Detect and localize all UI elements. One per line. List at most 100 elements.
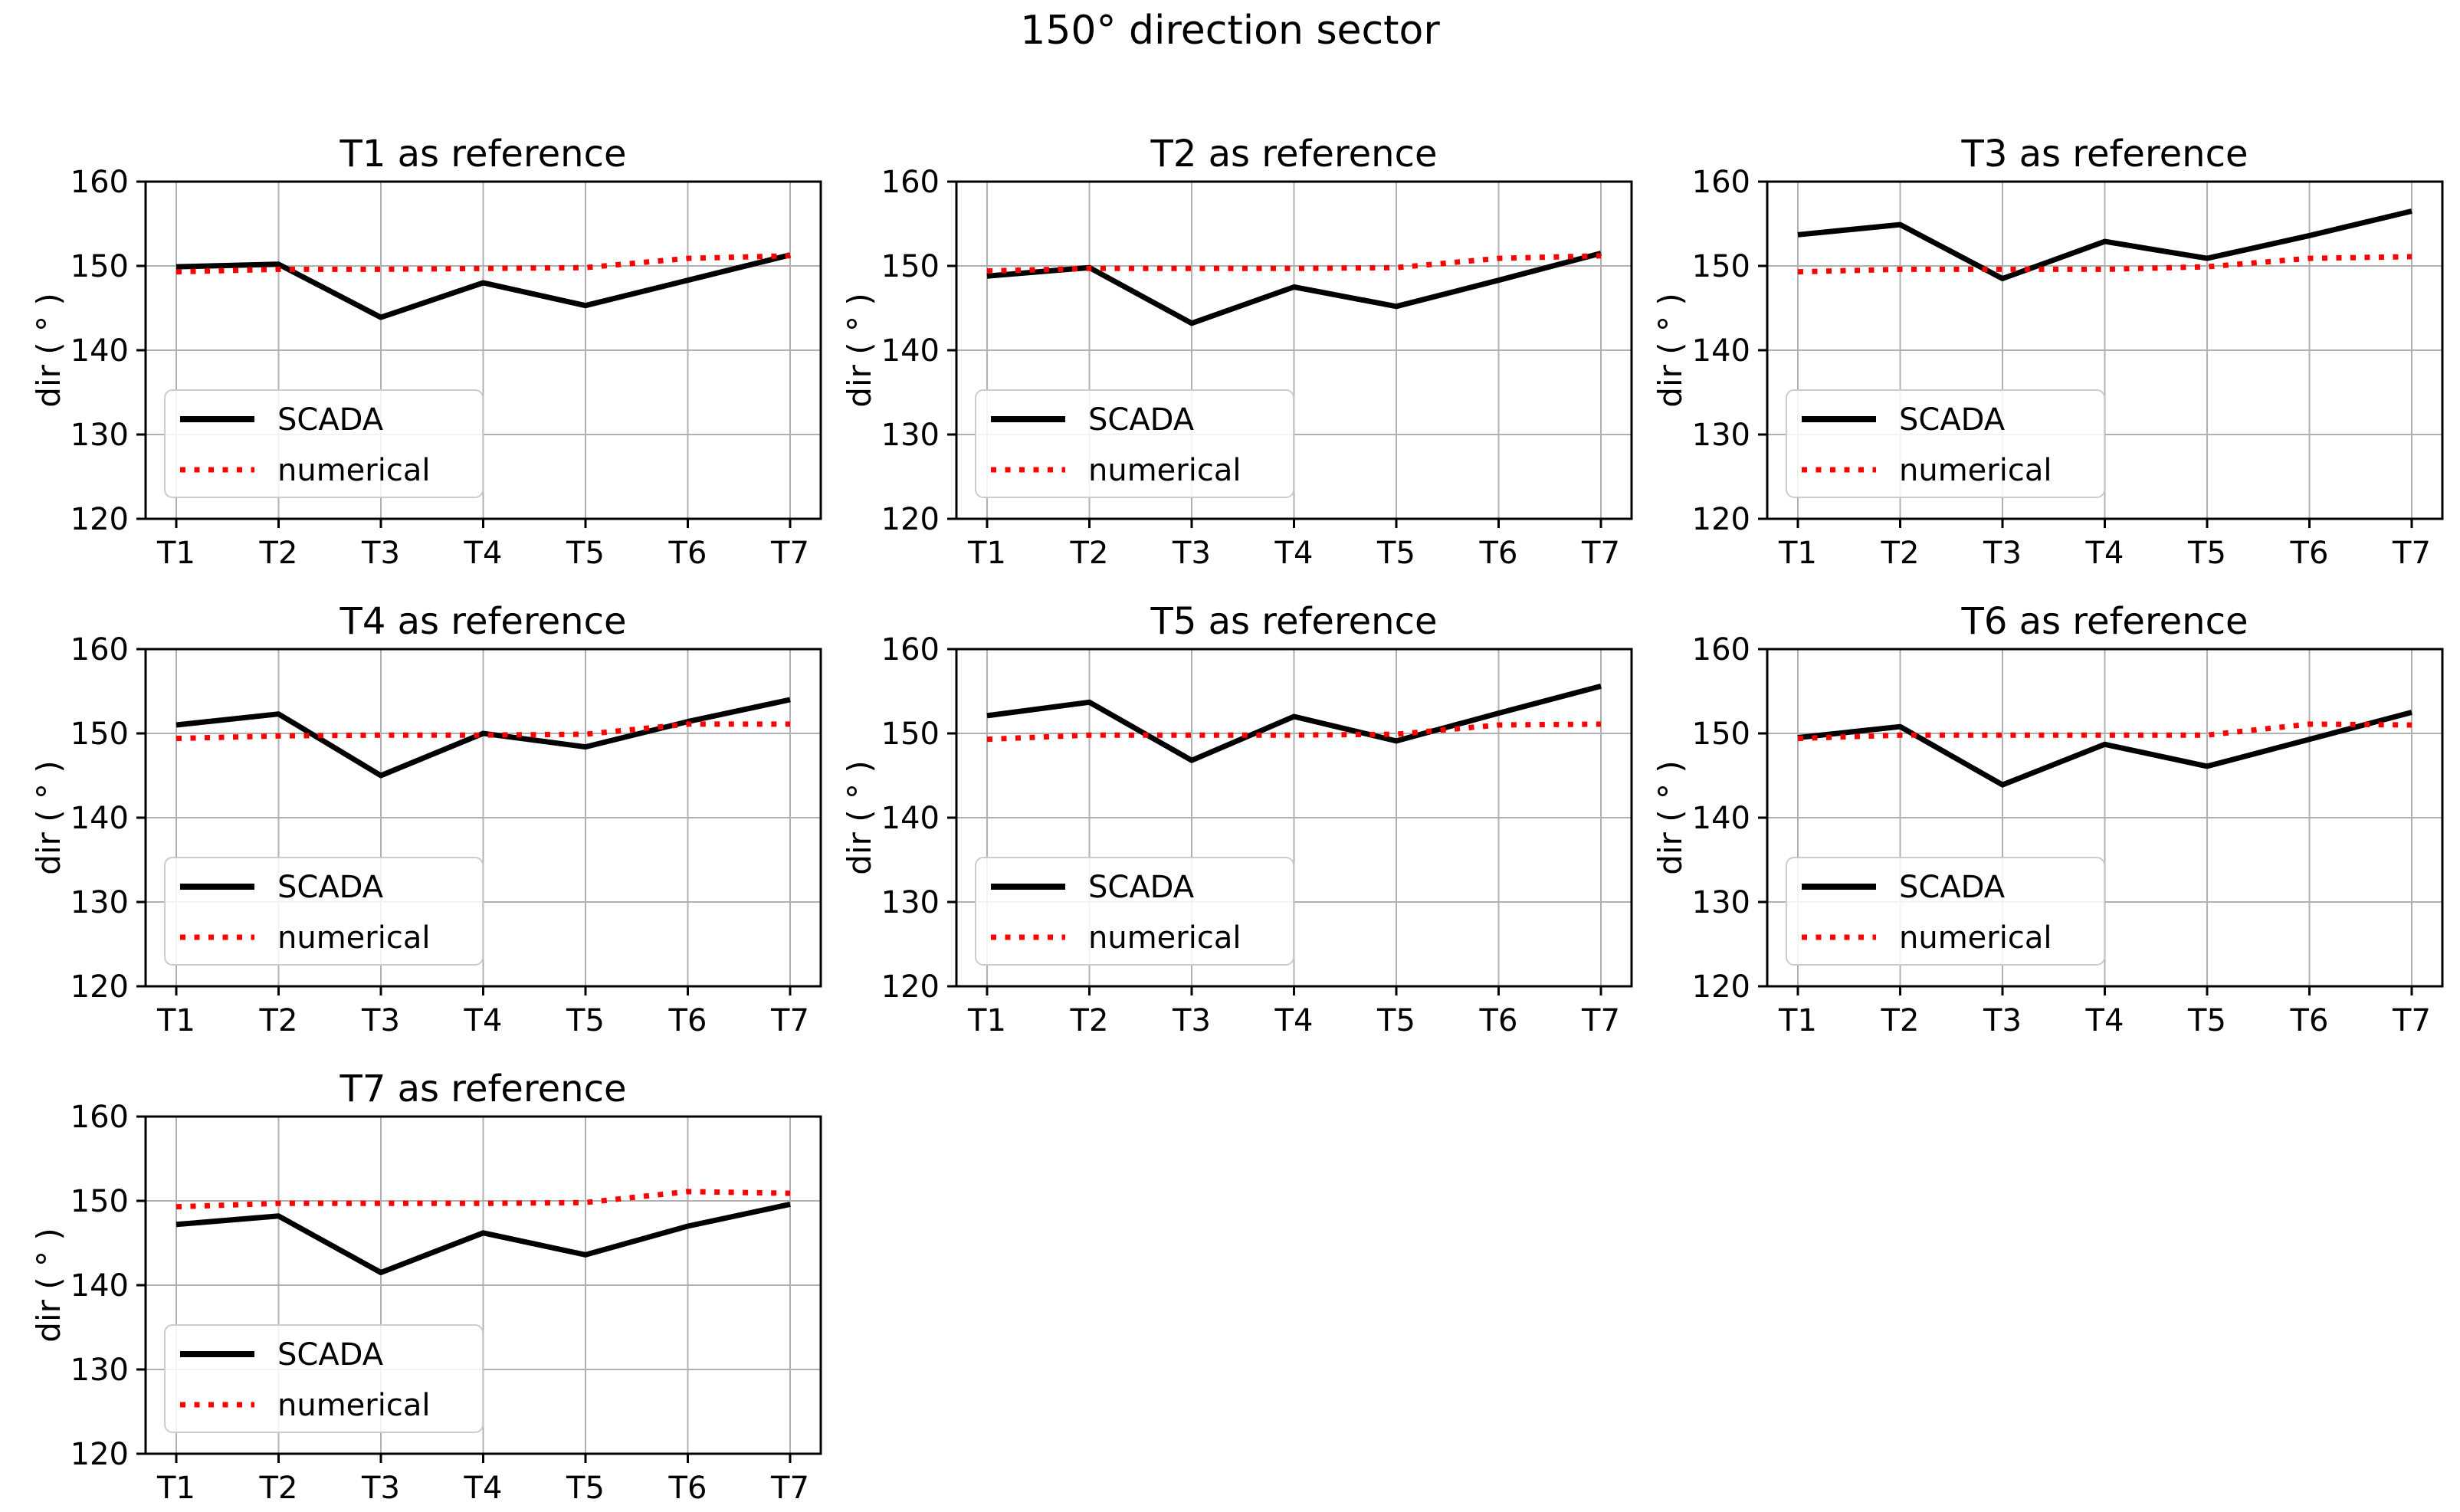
x-tick-label: T4	[464, 536, 503, 571]
subplot-t4-as-reference: 120 130 140 150 160 T1 T2 T3 T4 T5 T6 T7 T4 as refer…	[30, 600, 822, 1038]
y-tick-label: 150	[71, 1184, 129, 1219]
y-tick-label: 120	[71, 502, 129, 537]
x-tick-label: T5	[566, 1471, 605, 1506]
x-tick-label: T5	[566, 1003, 605, 1038]
y-tick-label: 140	[71, 333, 129, 369]
scada-line	[175, 1201, 791, 1275]
x-tick-label: T2	[259, 1003, 298, 1038]
y-tick-label: 140	[881, 333, 940, 369]
x-tick-label: T5	[566, 536, 605, 571]
x-tick-label: T2	[259, 536, 298, 571]
subplot-title: T5 as reference	[1150, 600, 1438, 643]
x-tick-label: T6	[2290, 1003, 2329, 1038]
x-tick-label: T4	[2085, 1003, 2124, 1038]
y-tick-label: 120	[1692, 969, 1750, 1005]
legend-numerical-label: numerical	[1899, 920, 2052, 956]
y-axis-label: dir ( ° )	[1651, 760, 1689, 874]
x-tick-label: T7	[1581, 536, 1620, 571]
subplot-t7-as-reference: 120 130 140 150 160 T1 T2 T3 T4 T5 T6 T7 T7 as refer…	[30, 1068, 822, 1506]
x-tick-label: T4	[2085, 536, 2124, 571]
figure-suptitle: 150° direction sector	[1020, 8, 1440, 54]
x-tick-label: T4	[1274, 1003, 1314, 1038]
legend-numerical-label: numerical	[1088, 453, 1241, 488]
x-tick-label: T1	[156, 1003, 195, 1038]
y-tick-label: 140	[71, 801, 129, 836]
y-tick-label: 130	[881, 418, 940, 453]
numerical-line	[1797, 721, 2412, 742]
x-tick-label: T2	[1881, 536, 1920, 571]
legend-scada-label: SCADA	[277, 402, 384, 438]
scada-line	[1797, 710, 2412, 788]
x-tick-label: T6	[668, 1471, 707, 1506]
legend-scada-label: SCADA	[1088, 870, 1195, 905]
x-tick-label: T7	[2392, 536, 2431, 571]
subplot-title: T1 as reference	[339, 133, 627, 175]
x-tick-label: T3	[1983, 1003, 2022, 1038]
x-tick-label: T1	[967, 536, 1006, 571]
y-tick-label: 120	[881, 969, 940, 1005]
y-tick-label: 160	[1692, 632, 1750, 667]
x-tick-label: T3	[361, 1471, 400, 1506]
x-tick-label: T3	[1983, 536, 2022, 571]
subplot-title: T2 as reference	[1150, 133, 1438, 175]
y-axis-label: dir ( ° )	[841, 293, 878, 407]
numerical-line	[1797, 254, 2412, 275]
subplot-t1-as-reference: 120 130 140 150 160 T1 T2 T3 T4 T5 T6 T7 T1 as refer…	[30, 133, 822, 571]
x-tick-label: T7	[770, 536, 809, 571]
x-tick-label: T1	[1778, 1003, 1817, 1038]
y-tick-label: 150	[1692, 717, 1750, 752]
subplot-t3-as-reference: 120 130 140 150 160 T1 T2 T3 T4 T5 T6 T7 T3 as refer…	[1651, 133, 2444, 571]
x-tick-label: T2	[1070, 1003, 1109, 1038]
legend-numerical-label: numerical	[277, 1388, 430, 1423]
x-tick-label: T1	[156, 536, 195, 571]
y-tick-label: 130	[881, 885, 940, 920]
y-tick-label: 160	[881, 632, 940, 667]
y-axis-label: dir ( ° )	[30, 293, 67, 407]
x-tick-label: T6	[1479, 1003, 1518, 1038]
y-tick-label: 140	[71, 1268, 129, 1304]
y-tick-label: 130	[71, 885, 129, 920]
y-tick-label: 160	[71, 632, 129, 667]
x-tick-label: T2	[1881, 1003, 1920, 1038]
x-tick-label: T2	[1070, 536, 1109, 571]
x-tick-label: T7	[2392, 1003, 2431, 1038]
legend-scada-label: SCADA	[1088, 402, 1195, 438]
subplot-t5-as-reference: 120 130 140 150 160 T1 T2 T3 T4 T5 T6 T7 T5 as refer…	[841, 600, 1633, 1038]
legend-scada-label: SCADA	[277, 870, 384, 905]
legend-numerical-label: numerical	[277, 453, 430, 488]
y-tick-label: 160	[1692, 165, 1750, 200]
numerical-line	[175, 1189, 791, 1210]
legend-numerical-label: numerical	[1088, 920, 1241, 956]
subplot-title: T6 as reference	[1961, 600, 2248, 643]
x-tick-label: T5	[2187, 536, 2226, 571]
y-tick-label: 150	[881, 717, 940, 752]
y-tick-label: 120	[881, 502, 940, 537]
legend-scada-label: SCADA	[1899, 870, 2006, 905]
x-tick-label: T4	[464, 1471, 503, 1506]
y-axis-label: dir ( ° )	[30, 760, 67, 874]
x-tick-label: T6	[2290, 536, 2329, 571]
y-tick-label: 150	[1692, 249, 1750, 284]
legend-numerical-label: numerical	[277, 920, 430, 956]
numerical-line	[986, 253, 1602, 274]
x-tick-label: T5	[1376, 536, 1415, 571]
y-tick-label: 140	[1692, 801, 1750, 836]
x-tick-label: T6	[668, 1003, 707, 1038]
y-axis-label: dir ( ° )	[1651, 293, 1689, 407]
legend-numerical-label: numerical	[1899, 453, 2052, 488]
x-tick-label: T5	[2187, 1003, 2226, 1038]
legend-scada-label: SCADA	[277, 1337, 384, 1373]
y-tick-label: 160	[71, 1100, 129, 1135]
y-axis-label: dir ( ° )	[841, 760, 878, 874]
y-tick-label: 150	[71, 249, 129, 284]
y-tick-label: 160	[71, 165, 129, 200]
x-tick-label: T4	[464, 1003, 503, 1038]
y-axis-label: dir ( ° )	[30, 1228, 67, 1342]
y-tick-label: 120	[1692, 502, 1750, 537]
x-tick-label: T7	[770, 1471, 809, 1506]
x-tick-label: T3	[1172, 536, 1211, 571]
scada-line	[1797, 208, 2412, 281]
y-tick-label: 130	[71, 418, 129, 453]
